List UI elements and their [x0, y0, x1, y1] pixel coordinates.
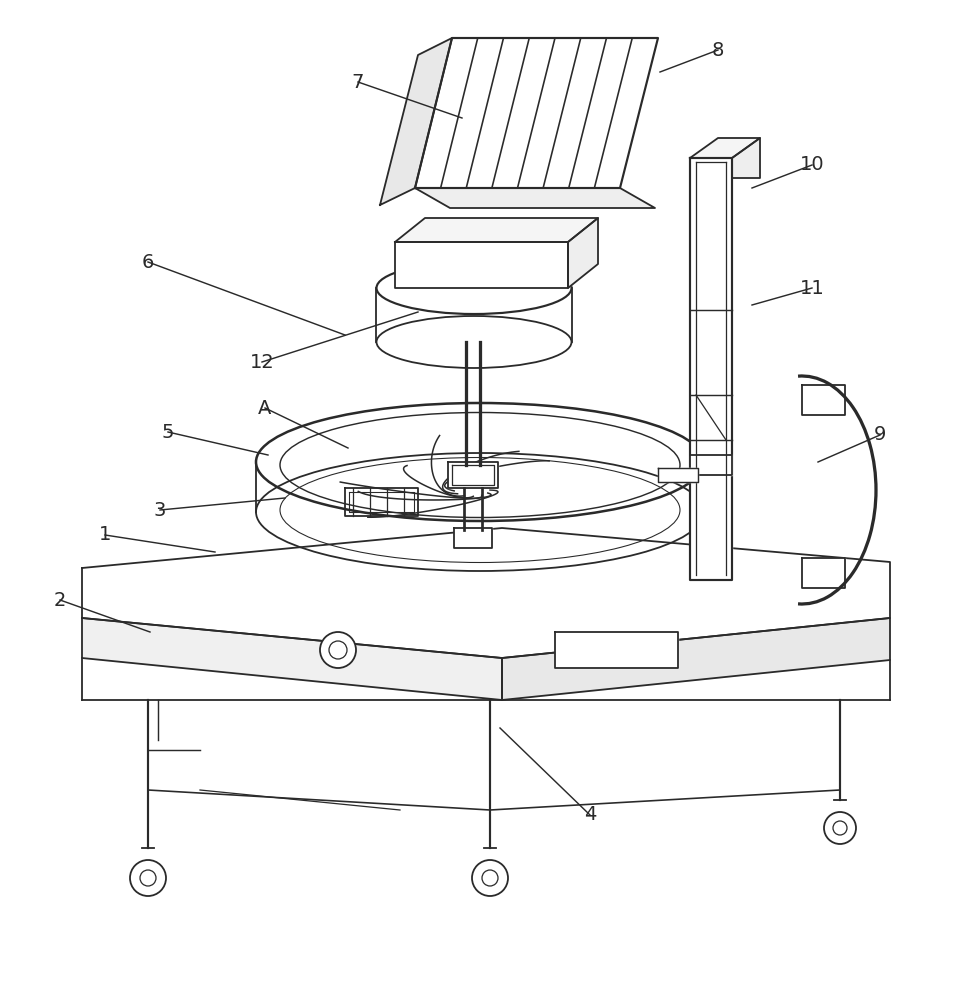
Polygon shape [732, 138, 760, 178]
Polygon shape [395, 218, 598, 242]
Polygon shape [415, 38, 658, 188]
Circle shape [472, 860, 508, 896]
Polygon shape [82, 528, 890, 658]
Polygon shape [690, 138, 760, 158]
Polygon shape [454, 528, 492, 548]
Text: 11: 11 [800, 278, 825, 298]
Circle shape [833, 821, 847, 835]
Polygon shape [82, 618, 502, 700]
Text: 7: 7 [352, 73, 364, 92]
Text: 3: 3 [154, 500, 166, 520]
Polygon shape [658, 468, 698, 482]
Polygon shape [502, 618, 890, 700]
Circle shape [824, 812, 856, 844]
Text: 8: 8 [712, 40, 724, 60]
Polygon shape [395, 242, 568, 288]
Ellipse shape [376, 262, 572, 314]
Polygon shape [555, 632, 678, 668]
Polygon shape [415, 188, 655, 208]
Polygon shape [802, 558, 845, 588]
Polygon shape [690, 158, 732, 580]
Circle shape [320, 632, 356, 668]
Polygon shape [380, 38, 452, 205]
Text: 1: 1 [99, 526, 111, 544]
Text: 5: 5 [162, 422, 174, 442]
Circle shape [140, 870, 156, 886]
Polygon shape [802, 385, 845, 415]
Circle shape [130, 860, 166, 896]
Polygon shape [568, 218, 598, 288]
Polygon shape [690, 455, 732, 475]
Text: 9: 9 [874, 426, 886, 444]
Circle shape [482, 870, 498, 886]
Text: 12: 12 [250, 353, 274, 371]
Circle shape [329, 641, 347, 659]
Text: 4: 4 [583, 806, 596, 824]
Text: 6: 6 [142, 252, 154, 271]
Text: 2: 2 [54, 590, 66, 609]
Text: 10: 10 [800, 155, 824, 174]
Ellipse shape [256, 403, 704, 521]
Text: A: A [259, 398, 272, 418]
Polygon shape [448, 462, 498, 488]
